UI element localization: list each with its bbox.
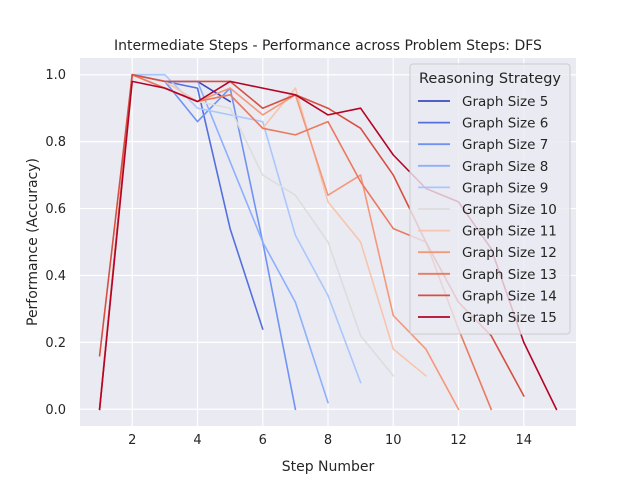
x-axis-label: Step Number	[282, 459, 375, 475]
legend-label: Graph Size 8	[462, 159, 548, 175]
legend-label: Graph Size 14	[462, 288, 557, 304]
legend-label: Graph Size 6	[462, 116, 548, 132]
legend-label: Graph Size 15	[462, 310, 557, 326]
legend-title: Reasoning Strategy	[419, 71, 561, 87]
x-tick-label: 8	[324, 433, 332, 448]
y-tick-label: 0.0	[45, 403, 66, 418]
legend-items: Graph Size 5 Graph Size 6 Graph Size 7 Grap…	[418, 94, 557, 326]
x-tick-label: 6	[259, 433, 267, 448]
chart-title: Intermediate Steps - Performance across …	[114, 38, 542, 54]
x-tick-label: 12	[450, 433, 467, 448]
x-tick-label: 2	[128, 433, 136, 448]
y-tick-label: 1.0	[45, 68, 66, 83]
legend-label: Graph Size 11	[462, 224, 557, 240]
x-tick-label: 4	[193, 433, 201, 448]
legend-label: Graph Size 7	[462, 137, 548, 153]
y-tick-labels: 0.0 0.2 0.4 0.6 0.8 1.0	[45, 68, 66, 418]
legend-label: Graph Size 13	[462, 267, 557, 283]
legend-label: Graph Size 5	[462, 94, 548, 110]
legend-label: Graph Size 12	[462, 245, 557, 261]
legend-label: Graph Size 10	[462, 202, 557, 218]
y-tick-label: 0.2	[45, 336, 66, 351]
series-line-graph-size-9	[98, 73, 362, 411]
y-tick-label: 0.4	[45, 269, 66, 284]
legend-box	[409, 63, 571, 335]
y-tick-label: 0.8	[45, 135, 66, 150]
x-tick-label: 10	[385, 433, 402, 448]
legend-label: Graph Size 9	[462, 180, 548, 196]
x-tick-label: 14	[516, 433, 533, 448]
y-tick-label: 0.6	[45, 202, 66, 217]
x-tick-labels: 2 4 6 8 10 12 14	[128, 433, 532, 448]
y-axis-label: Performance (Accuracy)	[25, 158, 41, 326]
